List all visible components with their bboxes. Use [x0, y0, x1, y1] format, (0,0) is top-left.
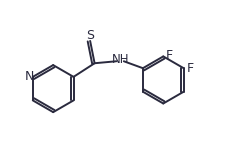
- Text: F: F: [187, 62, 194, 75]
- Text: F: F: [166, 49, 173, 62]
- Text: NH: NH: [112, 53, 129, 66]
- Text: S: S: [86, 30, 94, 42]
- Text: N: N: [24, 70, 34, 83]
